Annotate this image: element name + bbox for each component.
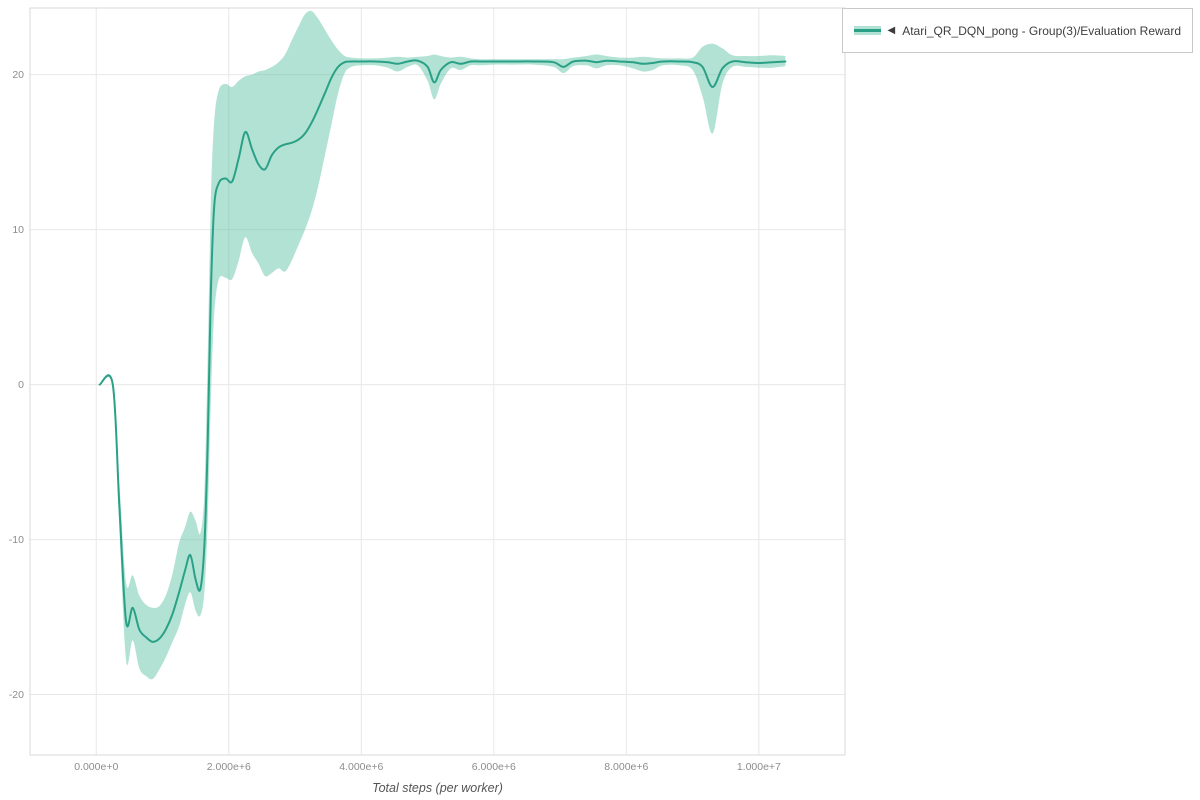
x-tick-label: 8.000e+6	[604, 761, 648, 773]
legend-series-label: Atari_QR_DQN_pong - Group(3)/Evaluation …	[902, 23, 1181, 38]
x-tick-label: 2.000e+6	[207, 761, 251, 773]
series-line-icon	[853, 29, 881, 32]
group-direction-icon: ◀	[887, 24, 896, 36]
x-tick-label: 4.000e+6	[339, 761, 383, 773]
y-tick-label: 10	[12, 224, 24, 236]
y-tick-label: -10	[9, 534, 24, 546]
plot-border	[29, 7, 846, 756]
y-tick-label: -20	[9, 689, 24, 701]
series-band-swatch-icon	[853, 26, 881, 35]
y-tick-label: 0	[18, 379, 24, 391]
x-tick-label: 6.000e+6	[472, 761, 516, 773]
mean-reward-line	[98, 59, 787, 643]
y-tick-label: 20	[12, 69, 24, 81]
legend-item[interactable]: ◀ Atari_QR_DQN_pong - Group(3)/Evaluatio…	[841, 8, 1193, 53]
confidence-band	[99, 10, 786, 680]
x-axis-title: Total steps (per worker)	[372, 781, 503, 795]
x-tick-label: 0.000e+0	[74, 761, 118, 773]
x-tick-label: 1.000e+7	[737, 761, 781, 773]
